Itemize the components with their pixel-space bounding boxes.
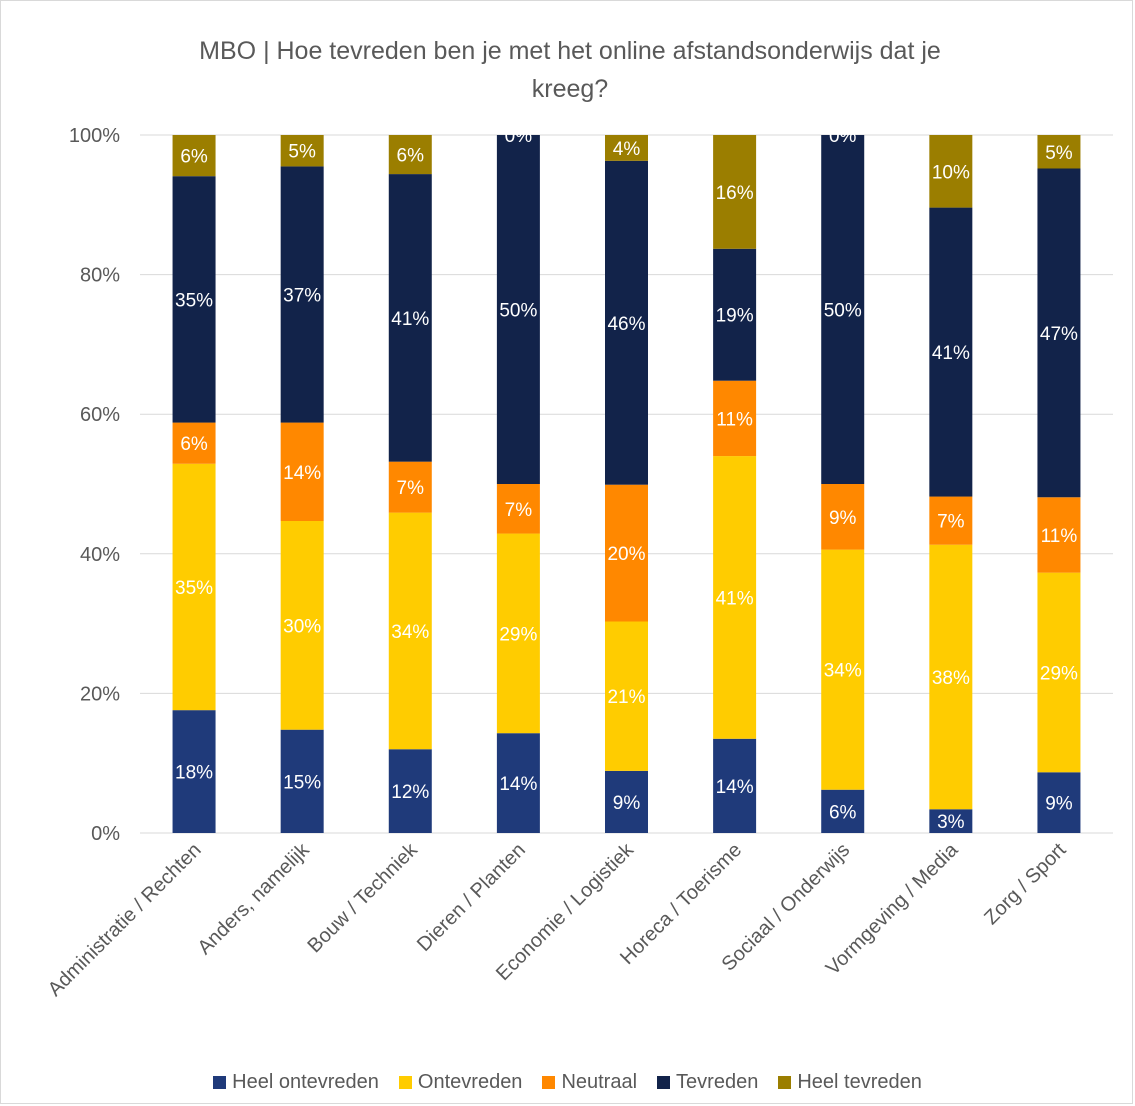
data-label: 50% — [499, 301, 537, 322]
data-label: 47% — [1040, 324, 1078, 345]
data-label: 6% — [180, 147, 208, 168]
data-label: 34% — [391, 622, 429, 643]
y-axis-ticks: 0% 20% 40% 60% 80% 100% — [69, 125, 120, 845]
chart-legend: Heel ontevreden Ontevreden Neutraal Tevrede… — [0, 1068, 1135, 1096]
data-label: 20% — [607, 544, 645, 565]
data-label: 0% — [829, 126, 857, 147]
bar-stack: 6% 34% 9% 50% 0% — [821, 126, 864, 833]
y-tick-label: 60% — [80, 404, 120, 426]
legend-swatch — [213, 1076, 226, 1089]
legend-label: Heel tevreden — [797, 1071, 922, 1094]
data-label: 30% — [283, 616, 321, 637]
bar-stack: 14% 41% 11% 19% 16% — [713, 135, 756, 833]
data-label: 12% — [391, 782, 429, 803]
data-label: 14% — [283, 463, 321, 484]
data-label: 50% — [824, 301, 862, 322]
x-tick-label: Horeca / Toerisme — [616, 839, 746, 969]
data-label: 0% — [505, 126, 533, 147]
data-label: 9% — [1045, 794, 1073, 815]
data-label: 16% — [716, 183, 754, 204]
data-label: 6% — [829, 802, 857, 823]
data-label: 14% — [499, 774, 537, 795]
data-label: 18% — [175, 763, 213, 784]
bar-stack: 9% 29% 11% 47% 5% — [1037, 135, 1080, 833]
y-tick-label: 40% — [80, 544, 120, 566]
legend-label: Heel ontevreden — [232, 1071, 379, 1094]
data-label: 38% — [932, 668, 970, 689]
x-tick-label: Zorg / Sport — [980, 839, 1071, 930]
legend-item: Neutraal — [542, 1071, 637, 1094]
data-label: 37% — [283, 285, 321, 306]
data-label: 41% — [391, 309, 429, 330]
bar-groups: 18% 35% 6% 35% 6% 15% 30% 14% 37% 5% 12% 34% 7% 41% 6%… — [173, 126, 1081, 833]
bar-stack: 3% 38% 7% 41% 10% — [929, 135, 972, 833]
bar-stack: 15% 30% 14% 37% 5% — [281, 135, 324, 833]
x-tick-label: Bouw / Techniek — [304, 838, 423, 957]
legend-item: Ontevreden — [399, 1071, 523, 1094]
data-label: 19% — [716, 306, 754, 327]
data-label: 7% — [937, 512, 965, 533]
data-label: 4% — [613, 139, 641, 160]
data-label: 6% — [180, 434, 208, 455]
legend-swatch — [657, 1076, 670, 1089]
data-label: 34% — [824, 661, 862, 682]
legend-item: Heel ontevreden — [213, 1071, 379, 1094]
bar-stack: 12% 34% 7% 41% 6% — [389, 135, 432, 833]
data-label: 29% — [499, 624, 537, 645]
data-label: 7% — [505, 500, 533, 521]
legend-label: Ontevreden — [418, 1071, 523, 1094]
data-label: 10% — [932, 162, 970, 183]
data-label: 29% — [1040, 663, 1078, 684]
data-label: 41% — [716, 588, 754, 609]
legend-swatch — [542, 1076, 555, 1089]
data-label: 6% — [397, 146, 425, 167]
data-label: 11% — [716, 409, 753, 430]
legend-item: Heel tevreden — [778, 1071, 922, 1094]
legend-swatch — [778, 1076, 791, 1089]
data-label: 46% — [607, 314, 645, 335]
data-label: 41% — [932, 343, 970, 364]
legend-label: Neutraal — [561, 1071, 637, 1094]
legend-swatch — [399, 1076, 412, 1089]
data-label: 7% — [397, 478, 425, 499]
data-label: 14% — [716, 777, 754, 798]
data-label: 5% — [1045, 143, 1073, 164]
legend-item: Tevreden — [657, 1071, 758, 1094]
data-label: 35% — [175, 578, 213, 599]
y-tick-label: 0% — [91, 823, 120, 845]
data-label: 3% — [937, 812, 965, 833]
bar-stack: 9% 21% 20% 46% 4% — [605, 135, 648, 833]
data-label: 9% — [829, 508, 857, 529]
data-label: 35% — [175, 290, 213, 311]
data-label: 9% — [613, 793, 641, 814]
data-label: 15% — [283, 772, 321, 793]
y-tick-label: 20% — [80, 683, 120, 705]
y-tick-label: 100% — [69, 125, 120, 147]
bar-stack: 18% 35% 6% 35% 6% — [173, 135, 216, 833]
legend-label: Tevreden — [676, 1071, 758, 1094]
x-tick-label: Dieren / Planten — [413, 839, 530, 956]
bar-stack: 14% 29% 7% 50% 0% — [497, 126, 540, 833]
data-label: 21% — [607, 687, 645, 708]
y-tick-label: 80% — [80, 265, 120, 287]
data-label: 5% — [288, 142, 316, 163]
data-label: 11% — [1041, 526, 1078, 547]
x-tick-label: Anders, namelijk — [194, 838, 315, 959]
x-tick-label: Administratie / Rechten — [44, 839, 206, 1001]
